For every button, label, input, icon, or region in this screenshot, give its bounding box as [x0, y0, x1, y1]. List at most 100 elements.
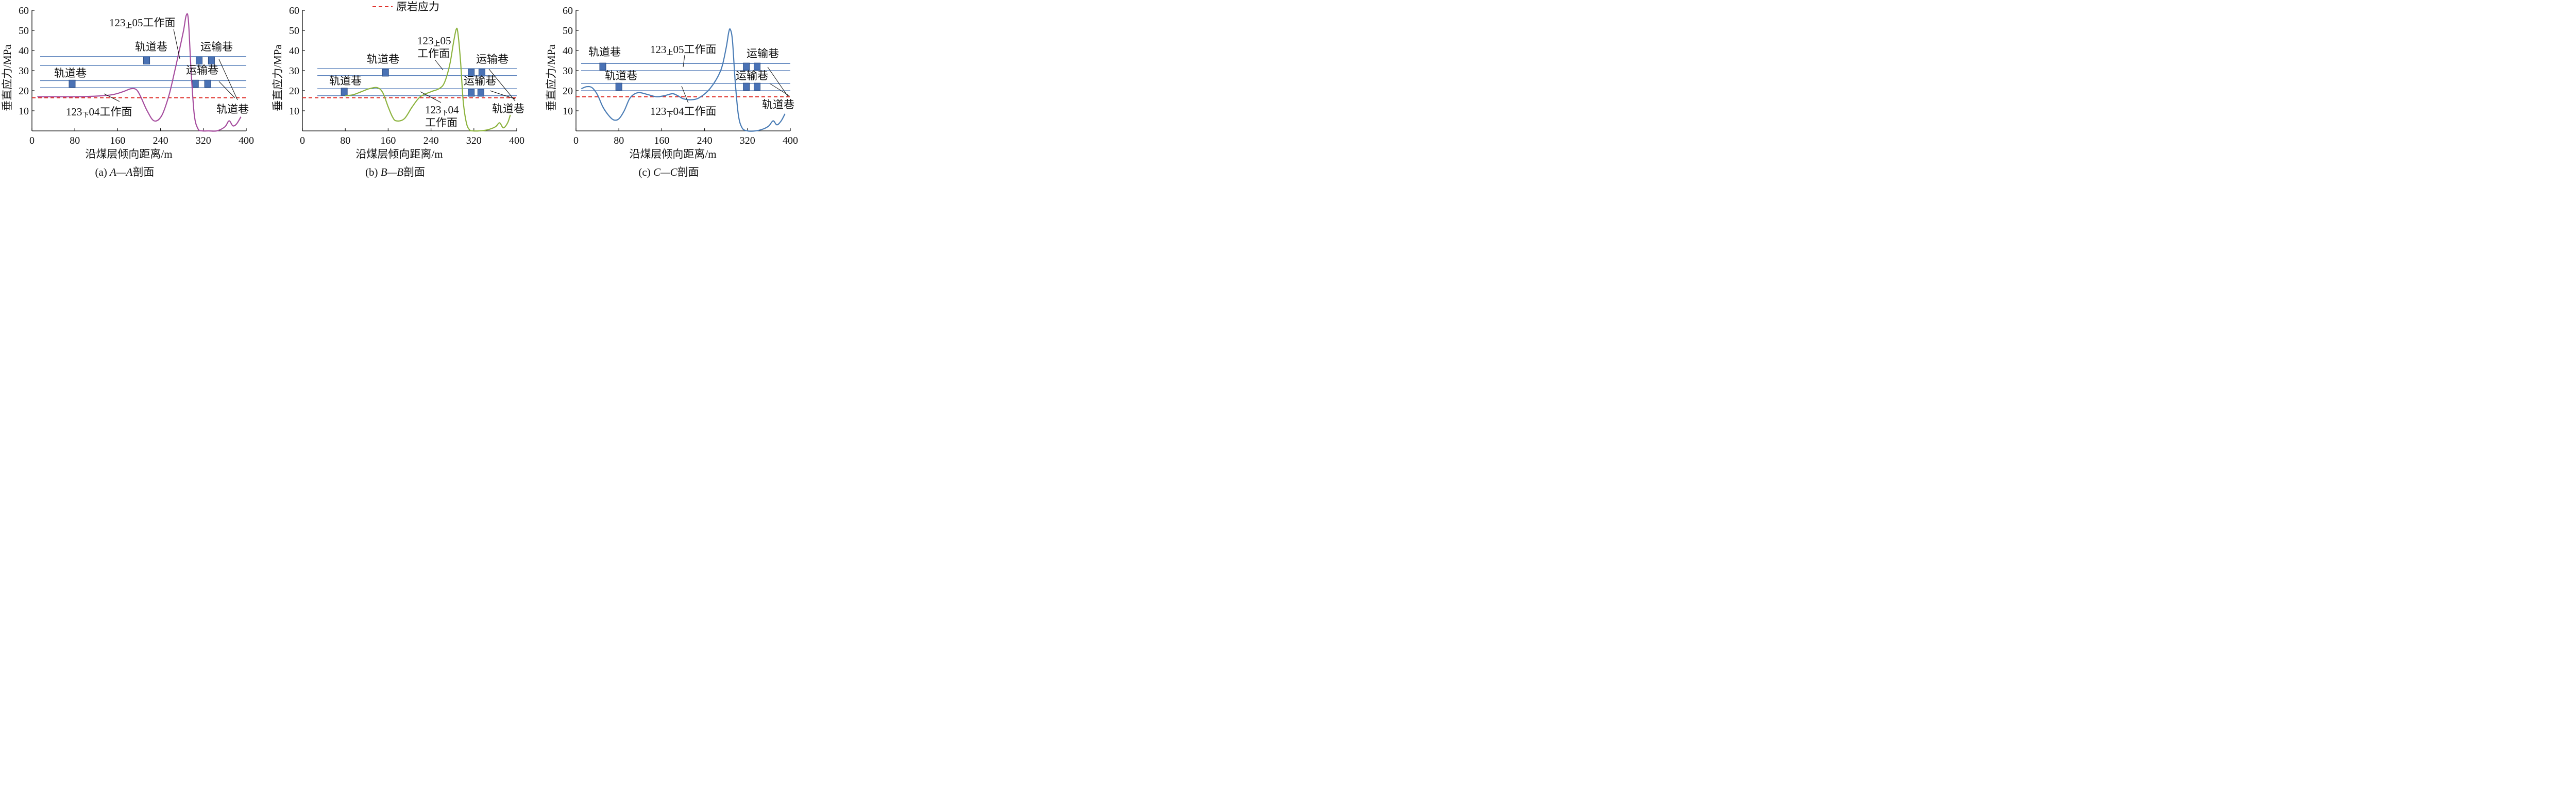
y-tick-label: 60: [563, 5, 573, 16]
x-tick-label: 240: [697, 135, 713, 146]
annotation-part: 123: [425, 104, 442, 116]
roadway-marker: [195, 57, 202, 64]
x-tick-label: 80: [614, 135, 624, 146]
annotation-label: 轨道巷: [216, 103, 249, 115]
y-tick-label: 10: [563, 106, 573, 117]
annotation-part: 05工作面: [132, 16, 176, 29]
annotation-part: 轨道巷: [588, 46, 621, 58]
y-tick-label: 40: [19, 45, 29, 57]
annotation-label: 123上05工作面: [650, 43, 717, 56]
caption-section: A—A: [109, 166, 133, 178]
caption-suffix: 剖面: [677, 166, 699, 178]
annotation-label: 轨道巷: [762, 98, 794, 111]
x-tick-label: 80: [340, 135, 350, 146]
roadway-marker: [192, 79, 199, 88]
annotation-part: 运输巷: [747, 47, 779, 60]
annotation-leader-line: [769, 83, 790, 96]
x-tick-label: 240: [423, 135, 439, 146]
annotation-part: 工作面: [417, 47, 450, 60]
y-tick-label: 20: [19, 86, 29, 97]
x-tick-label: 320: [740, 135, 755, 146]
annotation-label: 123上05: [417, 35, 451, 47]
annotation-part: 运输巷: [186, 64, 218, 76]
legend-label: 原岩应力: [396, 1, 439, 13]
annotation-label: 运输巷: [200, 41, 233, 53]
annotation-label: 轨道巷: [605, 70, 637, 82]
annotation-part: 04工作面: [89, 106, 132, 118]
annotation-label: 123下04工作面: [650, 105, 717, 118]
y-tick-label: 10: [289, 106, 299, 117]
annotation-part: 轨道巷: [762, 98, 794, 111]
annotation-label: 运输巷: [186, 64, 218, 76]
annotation-part: 04工作面: [673, 105, 717, 117]
y-tick-label: 40: [289, 45, 299, 57]
annotation-part: 123: [66, 106, 82, 118]
annotation-label: 运输巷: [476, 53, 509, 65]
roadway-marker: [477, 89, 484, 97]
y-tick-label: 30: [563, 65, 573, 77]
x-tick-label: 400: [783, 135, 798, 146]
roadway-marker: [204, 79, 211, 88]
annotation-part: 轨道巷: [135, 41, 167, 53]
x-tick-label: 0: [300, 135, 305, 146]
annotation-subscript: 上: [434, 40, 440, 47]
roadway-marker: [743, 82, 750, 91]
roadway-marker: [754, 82, 761, 91]
panel-caption: (b) B—B剖面: [365, 166, 425, 178]
x-axis-title: 沿煤层倾向距离/m: [355, 148, 443, 160]
annotation-label: 运输巷: [747, 47, 779, 60]
x-tick-label: 160: [380, 135, 396, 146]
annotation-leader-line: [488, 69, 516, 102]
roadway-marker: [754, 62, 761, 71]
caption-section: C—C: [653, 166, 678, 178]
roadway-marker: [143, 57, 150, 64]
caption-prefix: (b): [365, 166, 381, 178]
annotation-subscript: 上: [667, 48, 673, 56]
caption-suffix: 剖面: [132, 166, 154, 178]
vertical-stress-curve: [345, 27, 511, 132]
y-tick-label: 30: [19, 65, 29, 77]
y-tick-label: 20: [563, 86, 573, 97]
vertical-stress-curve: [37, 13, 242, 132]
annotation-part: 123: [109, 16, 126, 29]
annotation-label: 轨道巷: [367, 53, 399, 65]
y-tick-label: 50: [563, 25, 573, 37]
annotation-leader-line: [435, 60, 444, 71]
y-tick-label: 60: [19, 5, 29, 16]
annotation-part: 轨道巷: [605, 70, 637, 82]
x-tick-label: 0: [29, 135, 35, 146]
x-tick-label: 160: [654, 135, 669, 146]
roadway-marker: [208, 57, 215, 64]
panel-caption: (c) C—C剖面: [638, 166, 699, 178]
annotation-label: 轨道巷: [492, 103, 524, 115]
annotation-label: 轨道巷: [588, 46, 621, 58]
vertical-stress-curve: [581, 28, 786, 132]
x-tick-label: 320: [196, 135, 211, 146]
annotation-part: 运输巷: [736, 70, 768, 82]
annotation-leader-line: [420, 91, 442, 103]
annotation-part: 123: [650, 105, 667, 117]
y-tick-label: 50: [289, 25, 299, 37]
annotation-leader-line: [767, 66, 789, 97]
annotation-label: 运输巷: [736, 70, 768, 82]
y-tick-label: 10: [19, 106, 29, 117]
roadway-marker: [743, 62, 750, 71]
x-tick-label: 400: [239, 135, 254, 146]
x-tick-label: 320: [466, 135, 482, 146]
roadway-marker: [478, 69, 485, 77]
roadway-marker: [468, 89, 475, 97]
caption-suffix: 剖面: [403, 166, 425, 178]
annotation-label: 123下04: [425, 104, 459, 116]
annotation-part: 轨道巷: [54, 67, 87, 79]
annotation-part: 运输巷: [476, 53, 509, 65]
y-tick-label: 20: [289, 86, 299, 97]
annotation-subscript: 上: [126, 22, 132, 29]
panel-caption: (a) A—A剖面: [95, 166, 155, 178]
y-tick-label: 60: [289, 5, 299, 16]
annotation-subscript: 下: [667, 110, 673, 118]
y-axis-title: 垂直应力/MPa: [272, 44, 284, 111]
roadway-marker: [382, 69, 389, 77]
annotation-leader-line: [218, 59, 238, 100]
roadway-marker: [69, 79, 76, 88]
y-axis-title: 垂直应力/MPa: [545, 44, 557, 111]
